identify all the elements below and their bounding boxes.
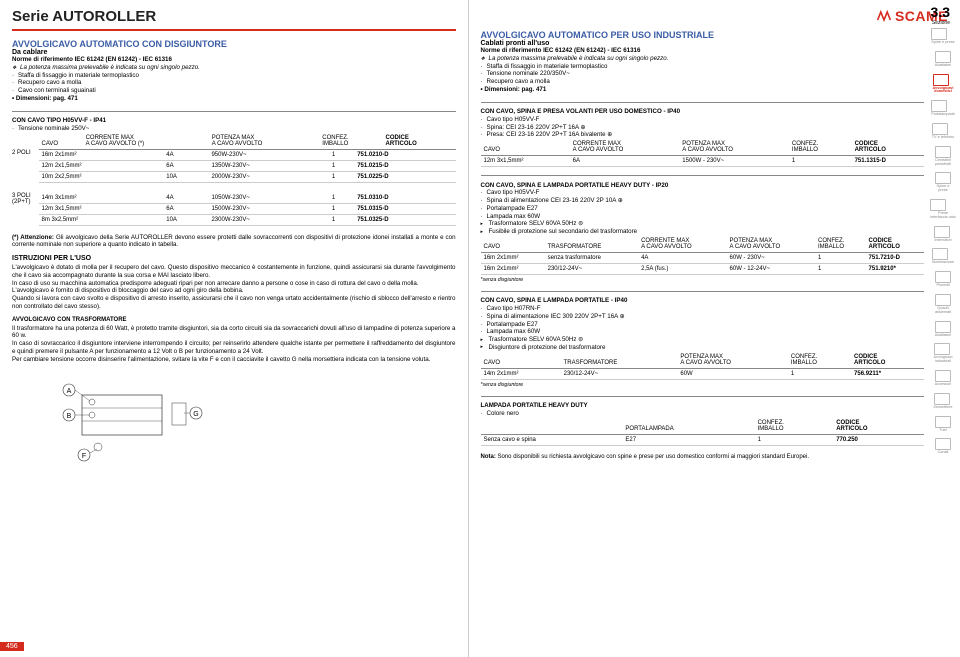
table-row: 12m 3x1,5mm²6A1500W-230V~1751.0315-D (39, 203, 456, 214)
category-icon (935, 294, 951, 306)
sidebar-category[interactable]: Tubi (935, 416, 951, 433)
sect1-head: CON CAVO TIPO H05VV-F - IP41 (12, 117, 456, 125)
svg-text:B: B (67, 413, 72, 420)
page-num-left: 456 (0, 642, 24, 651)
category-icon (935, 370, 951, 382)
svg-text:A: A (67, 388, 72, 395)
end-note: Nota: Sono disponibili su richiesta avvo… (481, 454, 925, 460)
table-r2: CAVOTRASFORMATORECORRENTE MAX A CAVO AVV… (481, 236, 925, 275)
left-title: AVVOLGICAVO AUTOMATICO CON DISGIUNTORE (12, 39, 456, 49)
sidebar-category[interactable]: Spine e prese (931, 28, 954, 45)
sidebar-category[interactable]: Prese interfaccia cato (930, 199, 956, 220)
terminal-diagram: A B F G (42, 373, 242, 473)
right-sect1: CON CAVO, SPINA E PRESA VOLANTI PER USO … (481, 108, 925, 167)
category-icon (932, 123, 948, 135)
group2-label: 3 POLI (2P+T) (12, 193, 39, 226)
sidebar-category[interactable]: Spine e prese (935, 172, 951, 193)
right-header-block: AVVOLGICAVO AUTOMATICO PER USO INDUSTRIA… (481, 30, 925, 94)
catalog-spread: Serie AUTOROLLER AVVOLGICAVO AUTOMATICO … (0, 0, 960, 657)
table-row: 16m 2x1mm²4A950W-230V~1751.0210-D (39, 150, 456, 161)
sidebar-category[interactable]: Accessori (935, 370, 951, 387)
sidebar-category[interactable]: Morsettiere (934, 393, 953, 410)
sidebar-category[interactable]: Prodotti (935, 271, 951, 288)
table-r3: CAVOTRASFORMATOREPOTENZA MAX A CAVO AVVO… (481, 352, 925, 380)
category-sidebar: Spine e prese Adattatori Avvolgicavi domes… (928, 28, 958, 455)
attention: (*) Attenzione: Gli avvolgicavo della Se… (12, 234, 456, 250)
left-sub: Da cablare (12, 49, 456, 56)
sidebar-category[interactable]: Adattatori (935, 51, 951, 68)
sidebar-category[interactable]: Avvolgicavi industriali (934, 343, 953, 364)
group1-label: 2 POLI (12, 150, 39, 183)
sect1-sub: Tensione nominale 250V~ (12, 125, 456, 133)
category-icon (931, 100, 947, 112)
series-title: Serie AUTOROLLER (12, 8, 456, 25)
lb2: Recupero cavo a molla (12, 79, 456, 87)
left-sect1: CON CAVO TIPO H05VV-F - IP41 Tensione no… (12, 117, 456, 226)
right-sub: Cablati pronti all'uso (481, 40, 925, 47)
sidebar-category[interactable]: Centralini portafrutti (935, 146, 951, 167)
svg-text:G: G (193, 411, 198, 418)
lb1: Staffa di fissaggio in materiale termopl… (12, 72, 456, 80)
category-icon (934, 393, 950, 405)
table-2poli: CAVOCORRENTE MAX A CAVO AVVOLTO (*)POTEN… (39, 133, 456, 150)
instr-head: ISTRUZIONI PER L'USO (12, 255, 456, 262)
sidebar-category[interactable]: Avvolgicavi domestici (933, 74, 954, 95)
table-row: 14m 2x1mm²230/12-24V~60W1756.9211* (481, 368, 925, 379)
category-icon (934, 226, 950, 238)
category-icon (935, 416, 951, 428)
right-sect2: CON CAVO, SPINA E LAMPADA PORTATILE HEAV… (481, 182, 925, 283)
category-icon (935, 271, 951, 283)
table-3poli-body: 14m 3x1mm²4A1050W-230V~1751.0310-D12m 3x… (39, 193, 456, 226)
sidebar-category[interactable]: Interruttori (934, 226, 951, 243)
table-r4: PORTALAMPADACONFEZ. IMBALLOCODICE ARTICO… (481, 418, 925, 446)
right-title: AVVOLGICAVO AUTOMATICO PER USO INDUSTRIA… (481, 30, 925, 40)
table-row: 14m 3x1mm²4A1050W-230V~1751.0310-D (39, 193, 456, 204)
table-row: 12m 2x1,5mm²6A1350W-230V~1751.0215-D (39, 160, 456, 171)
table-r1: CAVOCORRENTE MAX A CAVO AVVOLTOPOTENZA M… (481, 139, 925, 167)
table-row: 16m 2x1mm²senza trasformatore4A60W - 230… (481, 252, 925, 263)
right-sect4: LAMPADA PORTATILE HEAVY DUTY Colore nero… (481, 402, 925, 446)
sidebar-category[interactable]: Portalampade (931, 100, 955, 117)
category-icon (935, 321, 951, 333)
table-2poli-body: 16m 2x1mm²4A950W-230V~1751.0210-D12m 2x1… (39, 150, 456, 183)
table-row: 10m 2x2,5mm²10A2000W-230V~1751.0225-D (39, 171, 456, 182)
sidebar-category[interactable]: Adattatori (935, 321, 951, 338)
category-icon (931, 28, 947, 40)
sidebar-category[interactable]: Quadri assiemati (935, 294, 951, 315)
table-row: 12m 3x1,5mm²6A1500W - 230V~1751.1315-D (481, 156, 925, 167)
table-row: 16m 2x1mm²230/12-24V~2,5A (fus.)60W - 12… (481, 263, 925, 274)
category-icon (930, 199, 946, 211)
left-header-block: AVVOLGICAVO AUTOMATICO CON DISGIUNTORE D… (12, 39, 456, 103)
category-icon (935, 438, 951, 450)
right-note1: La potenza massima prelevabile è indicat… (481, 55, 925, 63)
divider-red (12, 29, 456, 31)
category-icon (935, 51, 951, 63)
left-dim: • Dimensioni: pag. 471 (12, 95, 456, 103)
category-icon (934, 343, 950, 355)
category-icon (935, 172, 951, 184)
table-row: 8m 3x2,5mm²10A2300W-230V~1751.0325-D (39, 214, 456, 225)
instr-body: L'avvolgicavo è dotato di molla per il r… (12, 264, 456, 311)
trasf-body: Il trasformatore ha una potenza di 60 Wa… (12, 325, 456, 364)
right-sect3: CON CAVO, SPINA E LAMPADA PORTATILE - IP… (481, 297, 925, 387)
category-icon (935, 146, 951, 158)
sidebar-category[interactable]: Illuminazione (932, 248, 954, 265)
right-page: SCAME 3.3 Sezione AVVOLGICAVO AUTOMATICO… (469, 0, 960, 657)
table-row: Senza cavo e spinaE271770.250 (481, 434, 925, 445)
category-icon (932, 248, 948, 260)
right-norm: Norme di riferimento IEC 61242 (EN 61242… (481, 47, 925, 55)
left-norm: Norme di riferimento IEC 61242 (EN 61242… (12, 56, 456, 64)
trasf-head: AVVOLGICAVO CON TRASFORMATORE (12, 317, 456, 323)
category-icon (933, 74, 949, 86)
sidebar-category[interactable]: TV e telefono (932, 123, 955, 140)
sidebar-category[interactable]: Canali (935, 438, 951, 455)
left-note1: La potenza massima prelevabile è indicat… (12, 64, 456, 72)
svg-text:F: F (82, 453, 86, 460)
left-page: Serie AUTOROLLER AVVOLGICAVO AUTOMATICO … (0, 0, 469, 657)
section-indicator: 3.3 Sezione (931, 4, 950, 26)
lb3: Cavo con terminali sguainati (12, 87, 456, 95)
